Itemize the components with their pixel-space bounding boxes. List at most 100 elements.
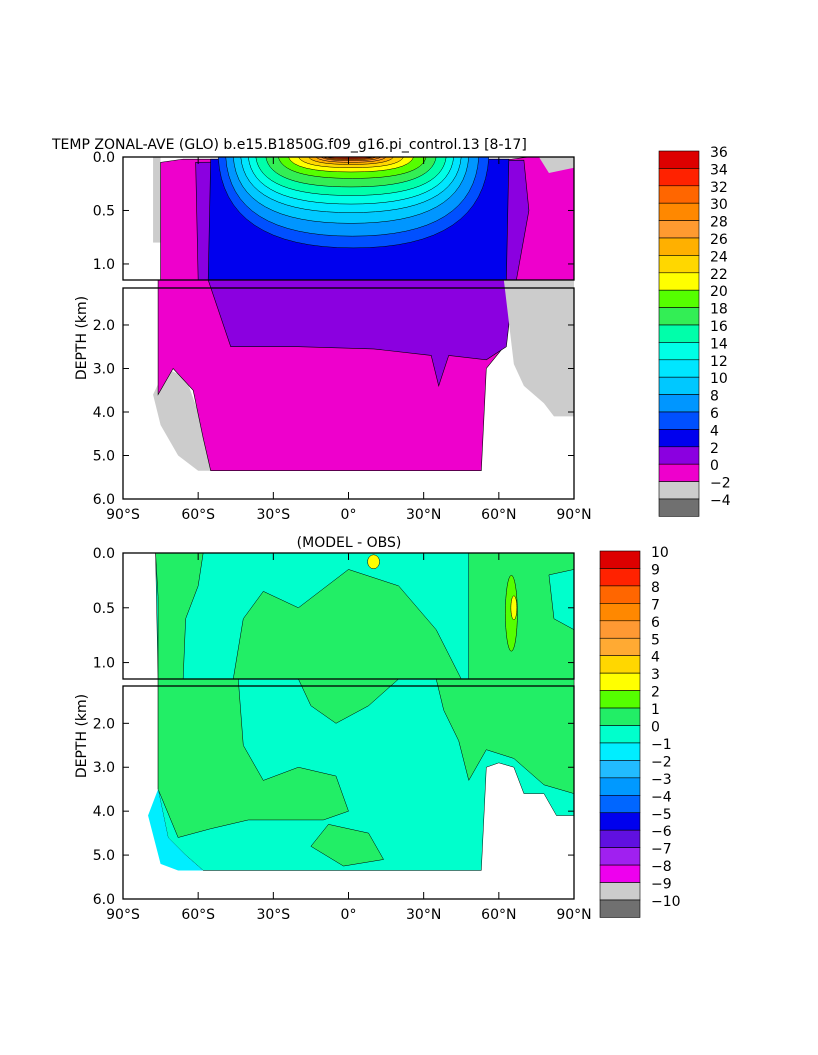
colorbar-swatch bbox=[658, 237, 700, 256]
colorbar-swatch bbox=[599, 568, 641, 587]
colorbar-swatch bbox=[658, 220, 700, 239]
ice-region bbox=[538, 157, 574, 174]
colorbar-label: −1 bbox=[651, 737, 672, 753]
colorbar-swatch bbox=[599, 603, 641, 622]
colorbar-label: 0 bbox=[651, 720, 660, 736]
colorbar-label: 10 bbox=[710, 371, 728, 387]
land-mask bbox=[153, 157, 161, 243]
chart-title: TEMP ZONAL-AVE (GLO) b.e15.B1850G.f09_g1… bbox=[51, 137, 527, 153]
y-tick-label: 5.0 bbox=[93, 848, 115, 864]
y-tick-label: 4.0 bbox=[93, 804, 115, 820]
y-tick-label: 2.0 bbox=[93, 716, 115, 732]
colorbar-label: 32 bbox=[710, 180, 728, 196]
colorbar-swatch bbox=[599, 655, 641, 674]
chart-title: (MODEL - OBS) bbox=[297, 535, 402, 551]
x-tick-label: 90°N bbox=[556, 907, 591, 923]
colorbar-swatch bbox=[658, 202, 700, 221]
colorbar-swatch bbox=[599, 882, 641, 901]
x-tick-label: 30°S bbox=[256, 507, 290, 523]
colorbar-swatch bbox=[599, 672, 641, 691]
diff-band-3-4 bbox=[510, 595, 518, 621]
contour-band-2-4 bbox=[207, 279, 515, 387]
colorbar-label: 20 bbox=[710, 284, 728, 300]
colorbar-swatch bbox=[599, 812, 641, 831]
colorbar-label: 6 bbox=[651, 615, 660, 631]
y-tick-label: 1.0 bbox=[93, 656, 115, 672]
colorbar-swatch bbox=[599, 637, 641, 657]
y-tick-label: 2.0 bbox=[93, 318, 115, 334]
x-tick-label: 60°S bbox=[181, 907, 215, 923]
colorbar-label: 4 bbox=[651, 650, 660, 666]
colorbar-swatch bbox=[658, 185, 700, 204]
colorbar-swatch bbox=[658, 498, 700, 517]
colorbar-swatch bbox=[599, 794, 641, 814]
colorbar-swatch bbox=[658, 376, 700, 395]
x-tick-label: 30°N bbox=[406, 507, 441, 523]
diff-band-1-2 bbox=[310, 824, 384, 867]
colorbar-label: 2 bbox=[710, 441, 719, 457]
colorbar-label: −5 bbox=[651, 807, 672, 823]
y-tick-label: 0.0 bbox=[93, 150, 115, 166]
colorbar-swatch bbox=[599, 742, 641, 761]
colorbar-label: −2 bbox=[710, 476, 731, 492]
x-tick-label: 90°S bbox=[106, 507, 140, 523]
axes: 0.0 0.5 1.0 2.0 3.0 4.0 5.0 6.090°S 60°S 30°S 0° 30… bbox=[74, 150, 592, 523]
colorbar-label: 28 bbox=[710, 215, 728, 231]
colorbar-label: 10 bbox=[651, 545, 669, 561]
colorbar-swatch bbox=[658, 150, 700, 169]
colorbar-label: 24 bbox=[710, 249, 728, 265]
colorbar-label: 5 bbox=[651, 632, 660, 648]
colorbar-label: 0 bbox=[710, 458, 719, 474]
plot-area bbox=[123, 552, 575, 899]
bathymetry bbox=[503, 280, 574, 417]
colorbar-label: 26 bbox=[710, 232, 728, 248]
colorbar-label: 36 bbox=[710, 145, 728, 161]
colorbar-label: 14 bbox=[710, 336, 728, 352]
y-tick-label: 3.0 bbox=[93, 760, 115, 776]
colorbar-label: −9 bbox=[651, 877, 672, 893]
colorbar-swatch bbox=[599, 760, 641, 779]
chart-temp-zonal-average: TEMP ZONAL-AVE (GLO) b.e15.B1850G.f09_g1… bbox=[51, 137, 731, 523]
colorbar-swatch bbox=[658, 394, 700, 413]
colorbar-swatch bbox=[599, 899, 641, 918]
colorbar-label: 16 bbox=[710, 319, 728, 335]
colorbar-swatch bbox=[658, 446, 700, 465]
colorbar-swatch bbox=[658, 481, 700, 500]
colorbar-label: 2 bbox=[651, 685, 660, 701]
colorbar-label: 6 bbox=[710, 406, 719, 422]
y-tick-label: 6.0 bbox=[93, 492, 115, 508]
diff-band-1-2 bbox=[155, 552, 204, 680]
y-tick-label: 0.5 bbox=[93, 601, 115, 617]
colorbar-swatch bbox=[599, 550, 641, 569]
y-tick-label: 0.5 bbox=[93, 203, 115, 219]
colorbar-label: −2 bbox=[651, 754, 672, 770]
colorbar-label: 22 bbox=[710, 267, 728, 283]
colorbar-swatch bbox=[599, 690, 641, 709]
colorbar-label: −6 bbox=[651, 824, 672, 840]
colorbar-label: 18 bbox=[710, 302, 728, 318]
x-tick-label: 0° bbox=[341, 507, 357, 523]
colorbar-label: −7 bbox=[651, 842, 672, 858]
colorbar-swatch bbox=[658, 272, 700, 291]
y-tick-label: 0.0 bbox=[93, 546, 115, 562]
colorbar-swatch bbox=[658, 168, 700, 187]
plot-area bbox=[123, 156, 575, 499]
colorbar-label: 30 bbox=[710, 197, 728, 213]
diff-band-3-4 bbox=[367, 554, 380, 570]
colorbar-swatch bbox=[599, 725, 641, 744]
y-tick-label: 5.0 bbox=[93, 448, 115, 464]
colorbar-swatch bbox=[658, 359, 700, 378]
x-tick-label: 90°N bbox=[556, 507, 591, 523]
colorbar-swatch bbox=[658, 255, 700, 274]
diff-band-1-2 bbox=[232, 569, 462, 680]
colorbar-label: 8 bbox=[710, 389, 719, 405]
colorbar-label: 34 bbox=[710, 162, 728, 178]
colorbar-label: 4 bbox=[710, 423, 719, 439]
y-axis-label: DEPTH (km) bbox=[74, 694, 90, 778]
colorbar-label: 1 bbox=[651, 702, 660, 718]
colorbar-label: 12 bbox=[710, 354, 728, 370]
x-tick-label: 90°S bbox=[106, 907, 140, 923]
